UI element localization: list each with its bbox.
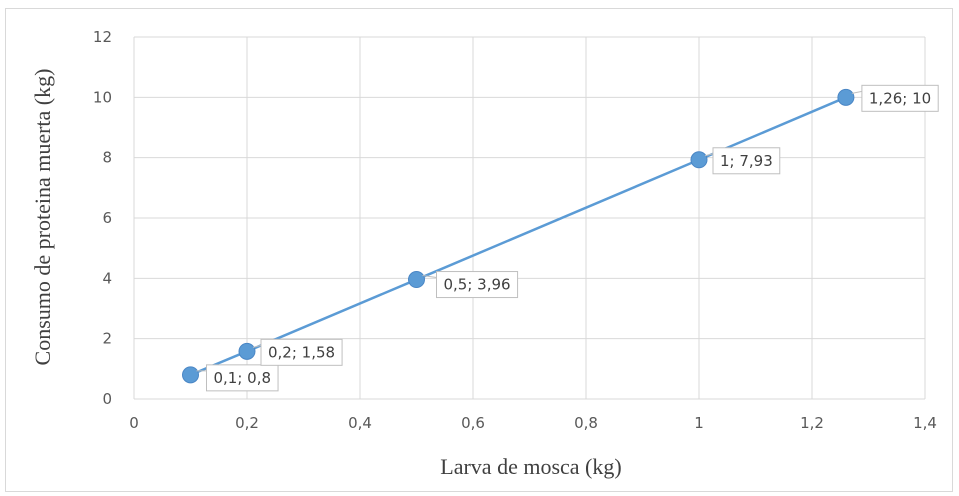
- x-tick-label: 0,6: [461, 414, 485, 432]
- x-tick-label: 0,8: [574, 414, 598, 432]
- y-tick-label: 0: [102, 390, 112, 408]
- data-label-leader: [704, 153, 714, 157]
- y-tick-label: 8: [102, 149, 112, 167]
- y-axis-title: Consumo de proteina muerta (kg): [30, 69, 55, 366]
- x-tick-label: 1: [694, 414, 704, 432]
- data-label-box: [861, 84, 939, 112]
- data-label: 0,2; 1,58: [268, 343, 335, 361]
- data-label: 1; 7,93: [720, 152, 773, 170]
- chart-area: [5, 8, 953, 492]
- x-axis-title: Larva de mosca (kg): [440, 454, 621, 479]
- data-label-leader: [252, 344, 262, 348]
- x-axis-ticks: 0 0,2 0,4 0,6 0,8 1 1,2 1,4: [129, 414, 937, 432]
- x-tick-label: 1,2: [800, 414, 824, 432]
- x-tick-label: 1,4: [913, 414, 937, 432]
- data-point: [837, 88, 855, 106]
- data-label: 1,26; 10: [869, 89, 931, 107]
- series-0: [182, 88, 855, 384]
- data-label: 0,5; 3,96: [444, 276, 511, 294]
- data-label-box: [712, 147, 781, 175]
- data-label-box: [260, 338, 343, 366]
- y-tick-label: 6: [102, 209, 112, 227]
- data-label-leader: [422, 275, 437, 279]
- y-tick-label: 12: [93, 28, 112, 46]
- data-label-leader: [851, 90, 862, 94]
- data-label-box: [206, 364, 279, 392]
- grid: [133, 36, 926, 400]
- x-tick-label: 0: [129, 414, 139, 432]
- x-tick-label: 0,2: [235, 414, 259, 432]
- data-label: 0,1; 0,8: [214, 369, 272, 387]
- data-label-box: [436, 271, 519, 299]
- y-axis-ticks: 0 2 4 6 8 10 12: [93, 28, 112, 408]
- data-point: [690, 151, 708, 169]
- series-line: [190, 96, 847, 377]
- data-labels: 0,1; 0,8 0,2; 1,58 0,5; 3,96 1; 7,93 1,26; 1…: [196, 84, 939, 392]
- y-tick-label: 2: [102, 330, 112, 348]
- data-point: [182, 366, 199, 384]
- y-tick-label: 10: [93, 88, 112, 106]
- data-point: [238, 342, 256, 360]
- x-tick-label: 0,4: [348, 414, 372, 432]
- y-tick-label: 4: [102, 269, 112, 287]
- data-point: [408, 271, 425, 289]
